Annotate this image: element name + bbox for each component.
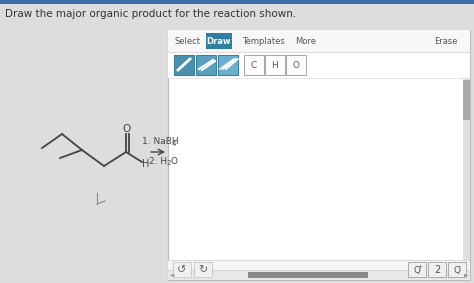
Text: H: H: [142, 159, 150, 169]
Bar: [168, 30, 470, 52]
Text: Q: Q: [454, 265, 461, 275]
Text: ↻: ↻: [198, 265, 208, 275]
Bar: [463, 80, 470, 120]
Bar: [206, 33, 232, 49]
Text: 2: 2: [167, 160, 171, 166]
Text: +: +: [418, 265, 423, 269]
Text: Select: Select: [175, 37, 201, 46]
Bar: [196, 55, 216, 75]
Text: ►: ►: [464, 273, 468, 278]
Bar: [168, 260, 470, 280]
Bar: [448, 262, 466, 277]
Bar: [244, 55, 264, 75]
Text: 2. H: 2. H: [149, 156, 167, 166]
Text: 1. NaBH: 1. NaBH: [142, 138, 178, 147]
Text: 4: 4: [172, 141, 176, 147]
Bar: [463, 78, 470, 260]
Bar: [286, 55, 306, 75]
Text: Erase: Erase: [435, 37, 458, 46]
Bar: [248, 272, 368, 278]
Text: O: O: [292, 61, 300, 70]
Text: O: O: [123, 124, 131, 134]
Bar: [174, 55, 194, 75]
Text: ↺: ↺: [177, 265, 187, 275]
Text: H: H: [272, 61, 278, 70]
Bar: [408, 262, 426, 277]
Text: Templates: Templates: [242, 37, 284, 46]
Text: ◄: ◄: [170, 273, 174, 278]
Bar: [173, 262, 191, 277]
Text: Draw: Draw: [207, 37, 231, 46]
Bar: [428, 262, 446, 277]
Text: Q: Q: [413, 265, 420, 275]
Bar: [168, 30, 470, 280]
Bar: [218, 55, 238, 75]
Text: More: More: [295, 37, 317, 46]
Text: C: C: [251, 61, 257, 70]
Text: O: O: [171, 156, 177, 166]
Bar: [194, 262, 212, 277]
Bar: [168, 52, 470, 78]
Bar: [265, 55, 285, 75]
Bar: [0, 0, 474, 4]
Text: 2: 2: [434, 265, 440, 275]
Text: -: -: [459, 265, 461, 269]
Bar: [168, 270, 470, 280]
Text: Draw the major organic product for the reaction shown.: Draw the major organic product for the r…: [5, 9, 296, 19]
